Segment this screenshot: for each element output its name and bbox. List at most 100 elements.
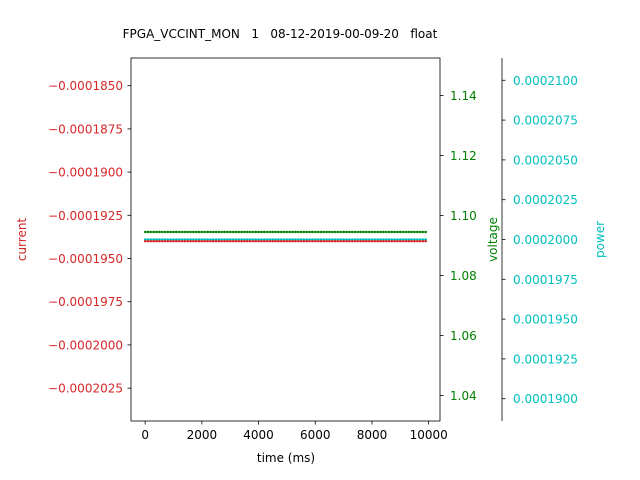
voltage-tick-label: 1.06	[450, 329, 477, 343]
voltage-data-point	[220, 230, 223, 234]
voltage-data-point	[209, 230, 212, 234]
voltage-data-point	[214, 230, 218, 234]
current-data-point	[376, 240, 379, 243]
current-data-point	[336, 240, 340, 243]
power-data-point	[166, 238, 170, 241]
voltage-data-point	[158, 230, 161, 234]
current-data-point	[163, 240, 167, 243]
power-data-point	[271, 238, 274, 241]
power-data-point	[331, 238, 334, 241]
current-data-point	[200, 240, 204, 243]
power-data-point	[189, 238, 192, 241]
voltage-data-point	[172, 230, 175, 234]
power-series	[143, 238, 428, 241]
voltage-data-point	[271, 230, 274, 234]
current-data-point	[229, 240, 232, 243]
current-data-point	[319, 240, 323, 243]
voltage-data-point	[421, 230, 425, 234]
voltage-data-point	[299, 230, 303, 234]
voltage-data-point	[282, 230, 286, 234]
voltage-data-point	[308, 230, 311, 234]
current-data-point	[226, 240, 229, 243]
voltage-data-point	[246, 230, 249, 234]
voltage-data-point	[356, 230, 359, 234]
current-data-point	[333, 240, 337, 243]
power-data-point	[396, 238, 399, 241]
current-data-point	[234, 240, 238, 243]
power-data-point	[393, 238, 396, 241]
voltage-data-point	[407, 230, 411, 234]
power-data-point	[367, 238, 371, 241]
voltage-data-point	[189, 230, 192, 234]
voltage-data-point	[297, 230, 300, 234]
power-data-point	[314, 238, 317, 241]
voltage-data-point	[291, 230, 294, 234]
voltage-data-point	[277, 230, 280, 234]
current-data-point	[282, 240, 286, 243]
current-data-point	[212, 240, 215, 243]
voltage-data-point	[251, 230, 255, 234]
power-data-point	[348, 238, 351, 241]
power-tick-label: 0.0002050	[513, 153, 578, 167]
x-tick-label: 0	[141, 428, 149, 442]
voltage-data-point	[401, 230, 405, 234]
current-axis-label: current	[15, 218, 29, 262]
power-data-point	[424, 238, 428, 241]
current-data-point	[175, 240, 178, 243]
power-tick-label: 0.0002100	[513, 74, 578, 88]
current-series	[143, 240, 428, 243]
power-data-point	[143, 238, 147, 241]
voltage-data-point	[231, 230, 235, 234]
current-data-point	[183, 240, 187, 243]
power-data-point	[248, 238, 252, 241]
power-data-point	[274, 238, 277, 241]
power-data-point	[229, 238, 232, 241]
voltage-data-point	[192, 230, 195, 234]
current-data-point	[146, 240, 150, 243]
current-data-point	[158, 240, 161, 243]
power-data-point	[186, 238, 189, 241]
power-data-point	[206, 238, 209, 241]
power-data-point	[175, 238, 178, 241]
current-data-point	[240, 240, 243, 243]
current-data-point	[189, 240, 192, 243]
voltage-series	[143, 230, 428, 234]
voltage-data-point	[206, 230, 209, 234]
current-tick-label: −0.0001850	[48, 79, 123, 93]
current-data-point	[390, 240, 394, 243]
power-data-point	[282, 238, 286, 241]
current-data-point	[424, 240, 428, 243]
voltage-data-point	[217, 230, 221, 234]
voltage-data-point	[203, 230, 206, 234]
power-data-point	[316, 238, 320, 241]
current-data-point	[325, 240, 328, 243]
power-data-point	[333, 238, 337, 241]
voltage-data-point	[160, 230, 164, 234]
x-axis-label: time (ms)	[257, 451, 315, 465]
current-data-point	[308, 240, 311, 243]
power-data-point	[421, 238, 425, 241]
current-data-point	[251, 240, 255, 243]
power-data-point	[237, 238, 240, 241]
current-data-point	[268, 240, 272, 243]
power-data-point	[214, 238, 218, 241]
voltage-data-point	[183, 230, 187, 234]
power-data-point	[280, 238, 283, 241]
power-data-point	[212, 238, 215, 241]
current-data-point	[302, 240, 306, 243]
current-data-point	[348, 240, 351, 243]
power-data-point	[325, 238, 328, 241]
current-data-point	[177, 240, 181, 243]
current-data-point	[223, 240, 226, 243]
current-data-point	[370, 240, 374, 243]
power-data-point	[376, 238, 379, 241]
current-data-point	[206, 240, 209, 243]
current-data-point	[416, 240, 419, 243]
power-data-point	[416, 238, 419, 241]
power-data-point	[382, 238, 385, 241]
current-data-point	[305, 240, 308, 243]
voltage-axis-label: voltage	[486, 217, 500, 262]
voltage-data-point	[260, 230, 263, 234]
current-data-point	[248, 240, 252, 243]
current-data-point	[345, 240, 348, 243]
